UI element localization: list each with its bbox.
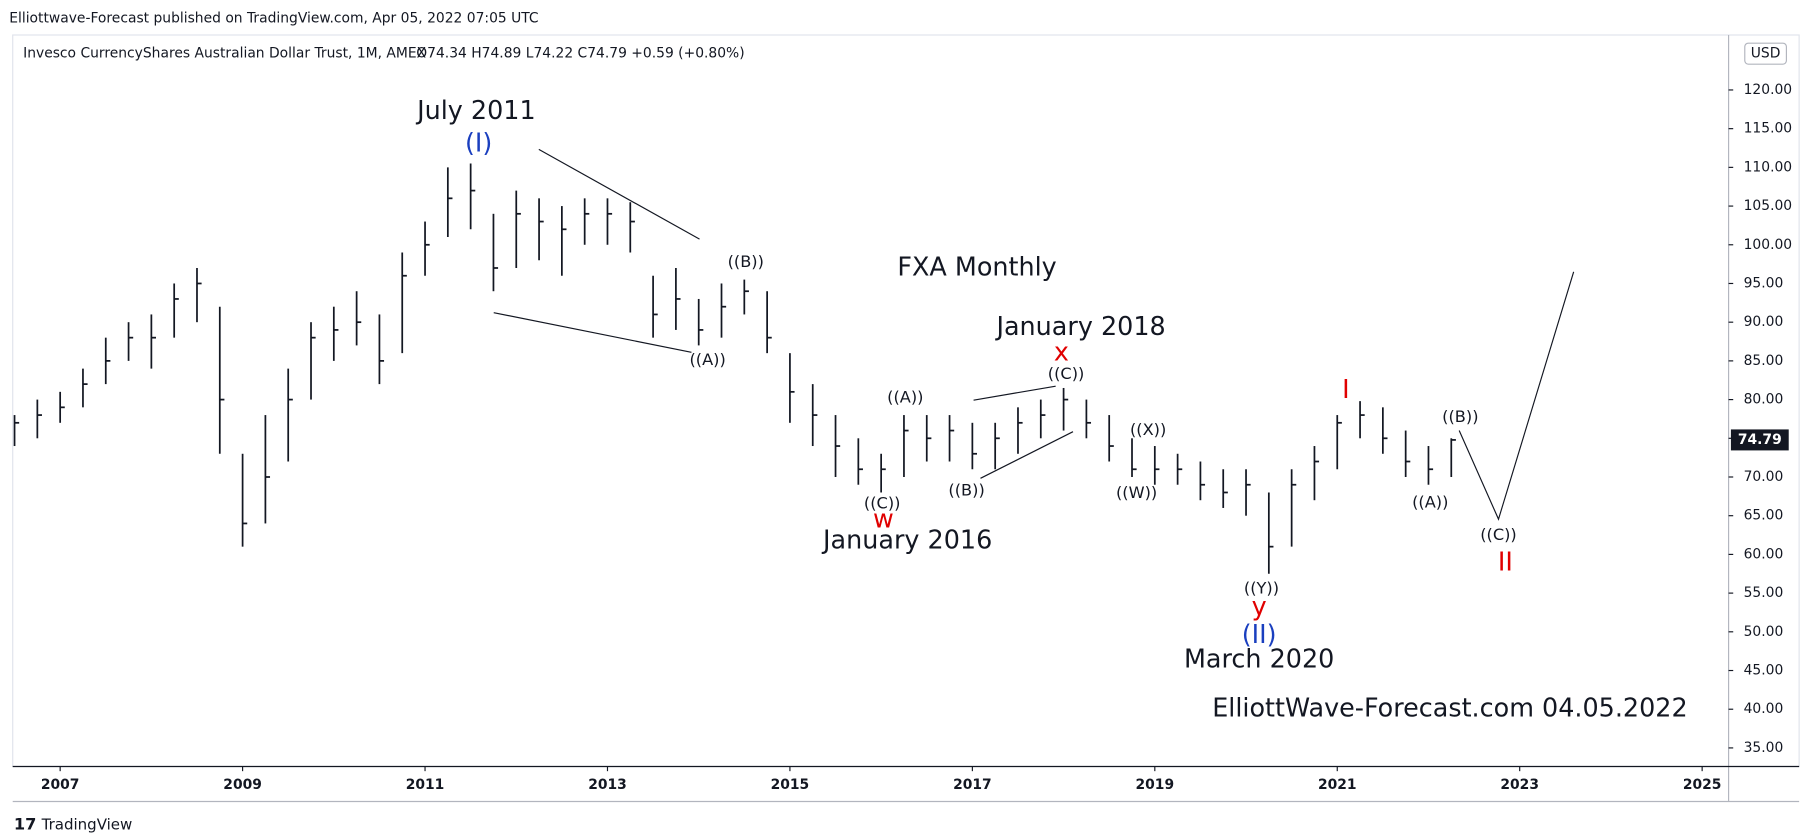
annotation: ((A)) bbox=[1412, 492, 1448, 511]
x-tick-label: 2025 bbox=[1683, 777, 1722, 793]
annotation: March 2020 bbox=[1184, 644, 1334, 674]
annotation: II bbox=[1498, 547, 1513, 577]
y-tick-label: 85.00 bbox=[1744, 353, 1784, 369]
currency[interactable]: USD bbox=[1751, 46, 1781, 62]
annotation: ((C)) bbox=[1048, 364, 1085, 383]
annotation: January 2018 bbox=[994, 312, 1165, 342]
y-tick-label: 45.00 bbox=[1744, 662, 1784, 678]
annotation: ((W)) bbox=[1116, 483, 1157, 502]
currency-box[interactable] bbox=[1744, 42, 1787, 65]
y-tick-label: 90.00 bbox=[1744, 314, 1784, 330]
annotation: ((A)) bbox=[689, 350, 725, 369]
annotation: ElliottWave-Forecast.com 04.05.2022 bbox=[1212, 693, 1687, 723]
annotation: x bbox=[1054, 337, 1069, 367]
annotation: FXA Monthly bbox=[897, 252, 1056, 282]
annotation: January 2016 bbox=[821, 525, 992, 555]
x-tick-label: 2007 bbox=[41, 777, 80, 793]
y-tick-label: 120.00 bbox=[1744, 82, 1792, 98]
annotation: ((A)) bbox=[887, 387, 923, 406]
x-tick-label: 2019 bbox=[1136, 777, 1175, 793]
y-tick-label: 110.00 bbox=[1744, 159, 1792, 175]
annotation: ((B)) bbox=[1442, 407, 1478, 426]
y-tick-label: 80.00 bbox=[1744, 392, 1784, 408]
x-tick-label: 2017 bbox=[953, 777, 992, 793]
instrument: Invesco CurrencyShares Australian Dollar… bbox=[23, 46, 426, 62]
trend-line bbox=[973, 385, 1056, 401]
trend-line bbox=[493, 312, 692, 353]
published-line: Elliottwave-Forecast published on Tradin… bbox=[9, 11, 538, 27]
annotation: w bbox=[873, 504, 894, 534]
annotation: (I) bbox=[465, 129, 492, 159]
y-tick-label: 35.00 bbox=[1744, 740, 1784, 756]
trend-line bbox=[538, 148, 700, 240]
projection-path bbox=[1458, 271, 1575, 521]
logo[interactable]: 𝟭𝟳 bbox=[14, 814, 37, 833]
y-tick-label: 55.00 bbox=[1744, 585, 1784, 601]
annotation: ((Y)) bbox=[1244, 579, 1279, 598]
y-tick-label: 50.00 bbox=[1744, 624, 1784, 640]
y-tick-label: 115.00 bbox=[1744, 121, 1792, 137]
x-tick-label: 2011 bbox=[406, 777, 445, 793]
x-tick-label: 2021 bbox=[1318, 777, 1357, 793]
price-label: 74.79 bbox=[1738, 432, 1782, 448]
y-tick-label: 60.00 bbox=[1744, 546, 1784, 562]
annotation: July 2011 bbox=[415, 96, 536, 126]
annotation: ((C)) bbox=[864, 493, 901, 512]
y-tick-label: 100.00 bbox=[1744, 237, 1792, 253]
y-tick-label: 40.00 bbox=[1744, 701, 1784, 717]
footer-brand[interactable]: TradingView bbox=[41, 815, 133, 833]
trend-line bbox=[980, 431, 1074, 479]
annotation: ((X)) bbox=[1130, 420, 1166, 439]
annotation: I bbox=[1342, 375, 1350, 405]
annotation: (II) bbox=[1242, 620, 1277, 650]
y-tick-label: 95.00 bbox=[1744, 275, 1784, 291]
x-tick-label: 2009 bbox=[223, 777, 262, 793]
x-tick-label: 2023 bbox=[1500, 777, 1539, 793]
annotation: ((B)) bbox=[948, 481, 984, 500]
annotation: y bbox=[1252, 592, 1267, 622]
annotation: ((C)) bbox=[1480, 525, 1517, 544]
ohlc-values: O74.34 H74.89 L74.22 C74.79 +0.59 (+0.80… bbox=[416, 46, 744, 62]
y-tick-label: 105.00 bbox=[1744, 198, 1792, 214]
y-tick-label: 65.00 bbox=[1744, 508, 1784, 524]
x-tick-label: 2013 bbox=[588, 777, 627, 793]
x-tick-label: 2015 bbox=[771, 777, 810, 793]
y-tick-label: 70.00 bbox=[1744, 469, 1784, 485]
annotation: ((B)) bbox=[728, 252, 764, 271]
price-label-box bbox=[1730, 429, 1789, 451]
